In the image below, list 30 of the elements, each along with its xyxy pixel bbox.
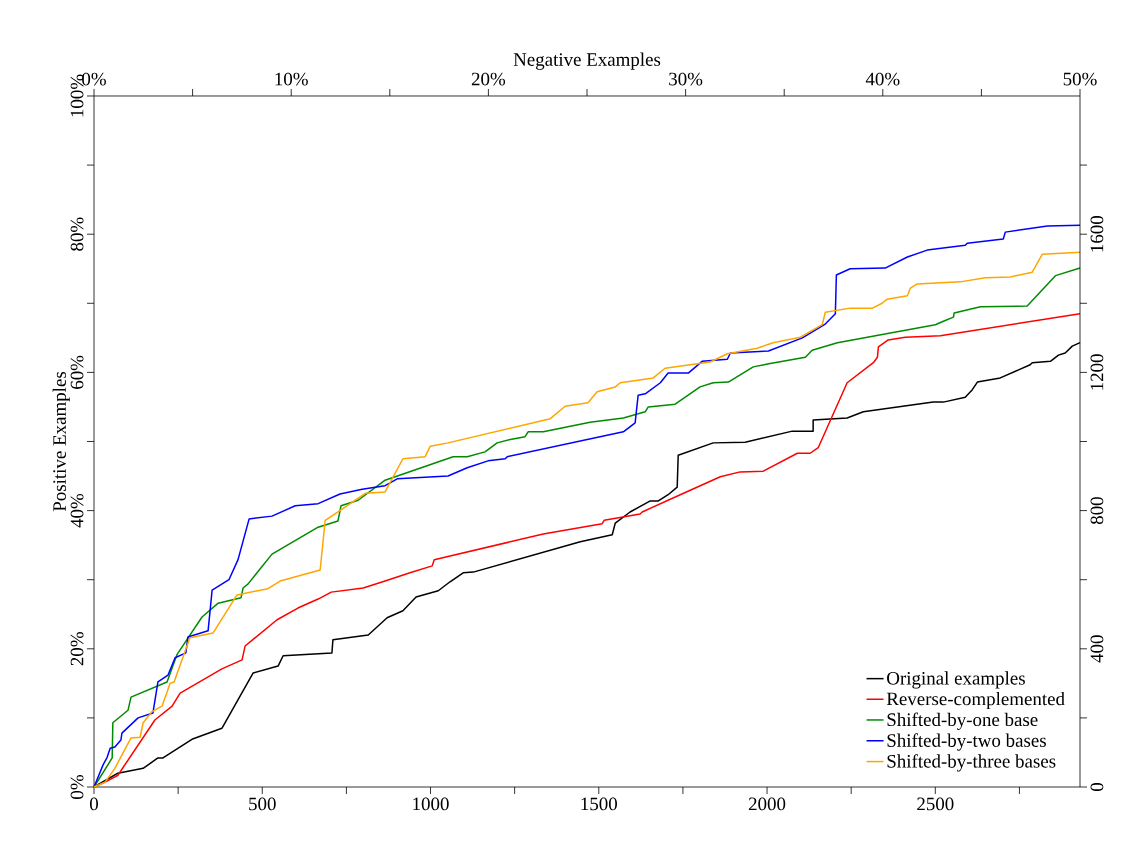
x2-tick-label: 30% <box>669 72 703 86</box>
y-tick-label: 60% <box>70 355 84 389</box>
legend-label: Reverse-complemented <box>886 691 1065 710</box>
x2-tick-label: 50% <box>1063 72 1097 86</box>
y-tick-label: 40% <box>70 493 84 528</box>
x-tick-label: 0 <box>89 797 98 811</box>
y2-tick-label: 800 <box>1090 497 1104 525</box>
y-tick-label: 20% <box>70 632 84 666</box>
legend-label: Shifted-by-two bases <box>887 733 1046 751</box>
legend-label: Original examples <box>887 671 1025 689</box>
y-axis-title: Positive Examples <box>52 371 70 512</box>
x2-tick-label: 10% <box>275 72 308 86</box>
x2-axis-title: Negative Examples <box>513 52 661 70</box>
legend-label: Shifted-by-one base <box>887 712 1038 730</box>
y2-tick-label: 400 <box>1090 635 1104 663</box>
y-tick-label: 0% <box>70 775 84 799</box>
x2-tick-label: 20% <box>471 72 506 86</box>
y2-tick-label: 1200 <box>1090 354 1104 390</box>
x-tick-label: 1500 <box>581 797 617 811</box>
y2-tick-label: 1600 <box>1090 215 1104 252</box>
x-tick-label: 1000 <box>413 797 449 811</box>
y-tick-label: 100% <box>70 74 84 117</box>
legend-label: Shifted-by-three bases <box>887 754 1056 772</box>
x2-tick-label: 0% <box>82 72 106 86</box>
x-tick-label: 2500 <box>917 797 954 811</box>
x-tick-label: 2000 <box>748 797 786 811</box>
x2-tick-label: 40% <box>865 72 900 86</box>
y-tick-label: 80% <box>70 217 84 251</box>
y2-tick-label: 0 <box>1090 783 1104 792</box>
x-tick-label: 500 <box>249 797 276 811</box>
